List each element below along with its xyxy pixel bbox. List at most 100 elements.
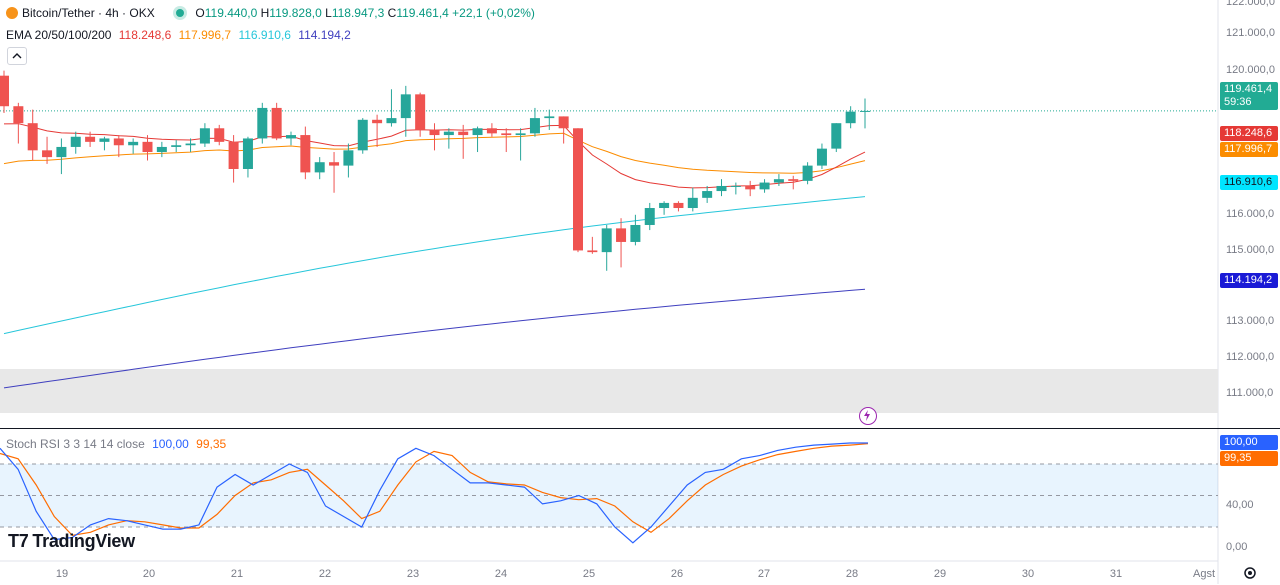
candle-body <box>329 162 340 166</box>
symbol-logo-icon[interactable] <box>6 7 18 19</box>
candle-body <box>386 118 397 124</box>
open-value: 119.440,0 <box>204 6 258 20</box>
change-value: +22,1 (+0,02%) <box>452 6 535 20</box>
candle-body <box>128 141 139 146</box>
time-tick: 29 <box>933 568 947 580</box>
candle-body <box>314 162 325 173</box>
time-tick: 27 <box>757 568 771 580</box>
price-tick: 116.000,0 <box>1226 208 1275 220</box>
time-tick: 31 <box>1109 568 1123 580</box>
stoch-tick: 0,00 <box>1226 541 1248 553</box>
candle-body <box>788 179 799 181</box>
candle-body <box>486 128 497 134</box>
candle-body <box>845 111 856 124</box>
ema200-line <box>3 288 866 389</box>
stoch-legend[interactable]: Stoch RSI 3 3 14 14 close 100,00 99,35 <box>6 437 226 451</box>
brand-name: TradingView <box>32 531 135 551</box>
time-tick: 21 <box>230 568 244 580</box>
candle-body <box>745 185 756 190</box>
candle-body <box>343 150 354 166</box>
tradingview-logo[interactable]: T7 TradingView <box>8 531 135 552</box>
time-tick: 23 <box>406 568 420 580</box>
candle-body <box>544 116 555 119</box>
collapse-legend-button[interactable] <box>7 47 27 65</box>
price-tick: 111.000,0 <box>1226 387 1274 399</box>
candle-body <box>300 135 311 173</box>
candle-body <box>286 135 296 139</box>
high-label: H <box>260 6 270 20</box>
ema50-value: 117.996,7 <box>178 28 232 42</box>
gear-icon[interactable] <box>1243 566 1257 580</box>
stoch-d-price-label: 99,35 <box>1220 451 1278 466</box>
candle-body <box>357 119 368 151</box>
price-tick: 122.000,0 <box>1226 0 1275 8</box>
candle-body <box>687 197 698 209</box>
legend-header: Bitcoin/Tether · 4h · OKX O119.440,0 H 11… <box>6 6 535 20</box>
candle-body <box>730 185 741 187</box>
time-tick: 25 <box>582 568 596 580</box>
ema20-value: 118.248,6 <box>118 28 172 42</box>
candle-body <box>113 138 124 146</box>
stoch-k-line <box>0 442 868 544</box>
ema200-value: 114.194,2 <box>298 28 351 42</box>
candle-body <box>13 106 24 124</box>
candle-body <box>257 107 268 139</box>
ema100-price-label: 116.910,6 <box>1220 175 1278 190</box>
ema200-price-label: 114.194,2 <box>1220 273 1278 288</box>
price-tick: 113.000,0 <box>1226 315 1275 327</box>
time-tick: 19 <box>55 568 69 580</box>
candle-body <box>702 191 713 198</box>
ema-legend[interactable]: EMA 20/50/100/200 118.248,6 117.996,7 11… <box>6 28 351 42</box>
time-tick: 28 <box>845 568 859 580</box>
candle-body <box>860 110 870 112</box>
symbol-title[interactable]: Bitcoin/Tether · 4h · OKX <box>22 6 155 20</box>
candle-body <box>242 138 253 169</box>
candle-body <box>573 128 583 251</box>
candle-body <box>42 150 53 158</box>
time-tick: 26 <box>670 568 684 580</box>
ema20-price-label: 118.248,6 <box>1220 126 1278 141</box>
stoch-label: Stoch RSI 3 3 14 14 close <box>6 437 145 451</box>
candle-body <box>156 146 167 153</box>
ema100-value: 116.910,6 <box>238 28 291 42</box>
candle-body <box>458 131 469 136</box>
candle-body <box>214 128 225 142</box>
candle-body <box>142 141 153 153</box>
ema-label: EMA 20/50/100/200 <box>6 28 112 42</box>
candle-body <box>443 131 454 136</box>
shaded-band <box>0 369 1218 413</box>
lightning-icon[interactable] <box>859 407 877 425</box>
candle-body <box>99 138 110 142</box>
candle-body <box>601 228 612 253</box>
tv-logo-icon: T7 <box>8 531 29 551</box>
ema100-line <box>3 196 866 335</box>
time-tick: Agst <box>1192 568 1216 580</box>
candle-body <box>759 182 770 190</box>
price-tick: 112.000,0 <box>1226 351 1275 363</box>
candle-body <box>630 224 641 242</box>
time-tick: 22 <box>318 568 332 580</box>
candle-body <box>199 128 210 144</box>
low-label: L <box>325 6 332 20</box>
countdown-value: 59:36 <box>1224 96 1252 108</box>
candle-body <box>659 202 670 209</box>
stoch-tick: 40,00 <box>1226 499 1254 511</box>
stoch-d-value: 99,35 <box>196 437 227 451</box>
candle-body <box>515 133 526 136</box>
candle-body <box>816 148 827 166</box>
close-value: 119.461,4 <box>396 6 449 20</box>
time-tick: 20 <box>142 568 156 580</box>
candle-body <box>429 129 440 136</box>
candle-body <box>372 119 383 124</box>
time-tick: 30 <box>1021 568 1035 580</box>
candle-body <box>27 123 38 151</box>
candle-body <box>802 165 813 181</box>
price-tick: 115.000,0 <box>1226 244 1275 256</box>
candle-body <box>773 179 784 183</box>
open-label: O <box>195 6 205 20</box>
candle-body <box>587 250 598 253</box>
last-price-value: 119.461,4 <box>1224 83 1273 95</box>
ema50-price-label: 117.996,7 <box>1220 142 1278 157</box>
candle-body <box>85 136 96 142</box>
